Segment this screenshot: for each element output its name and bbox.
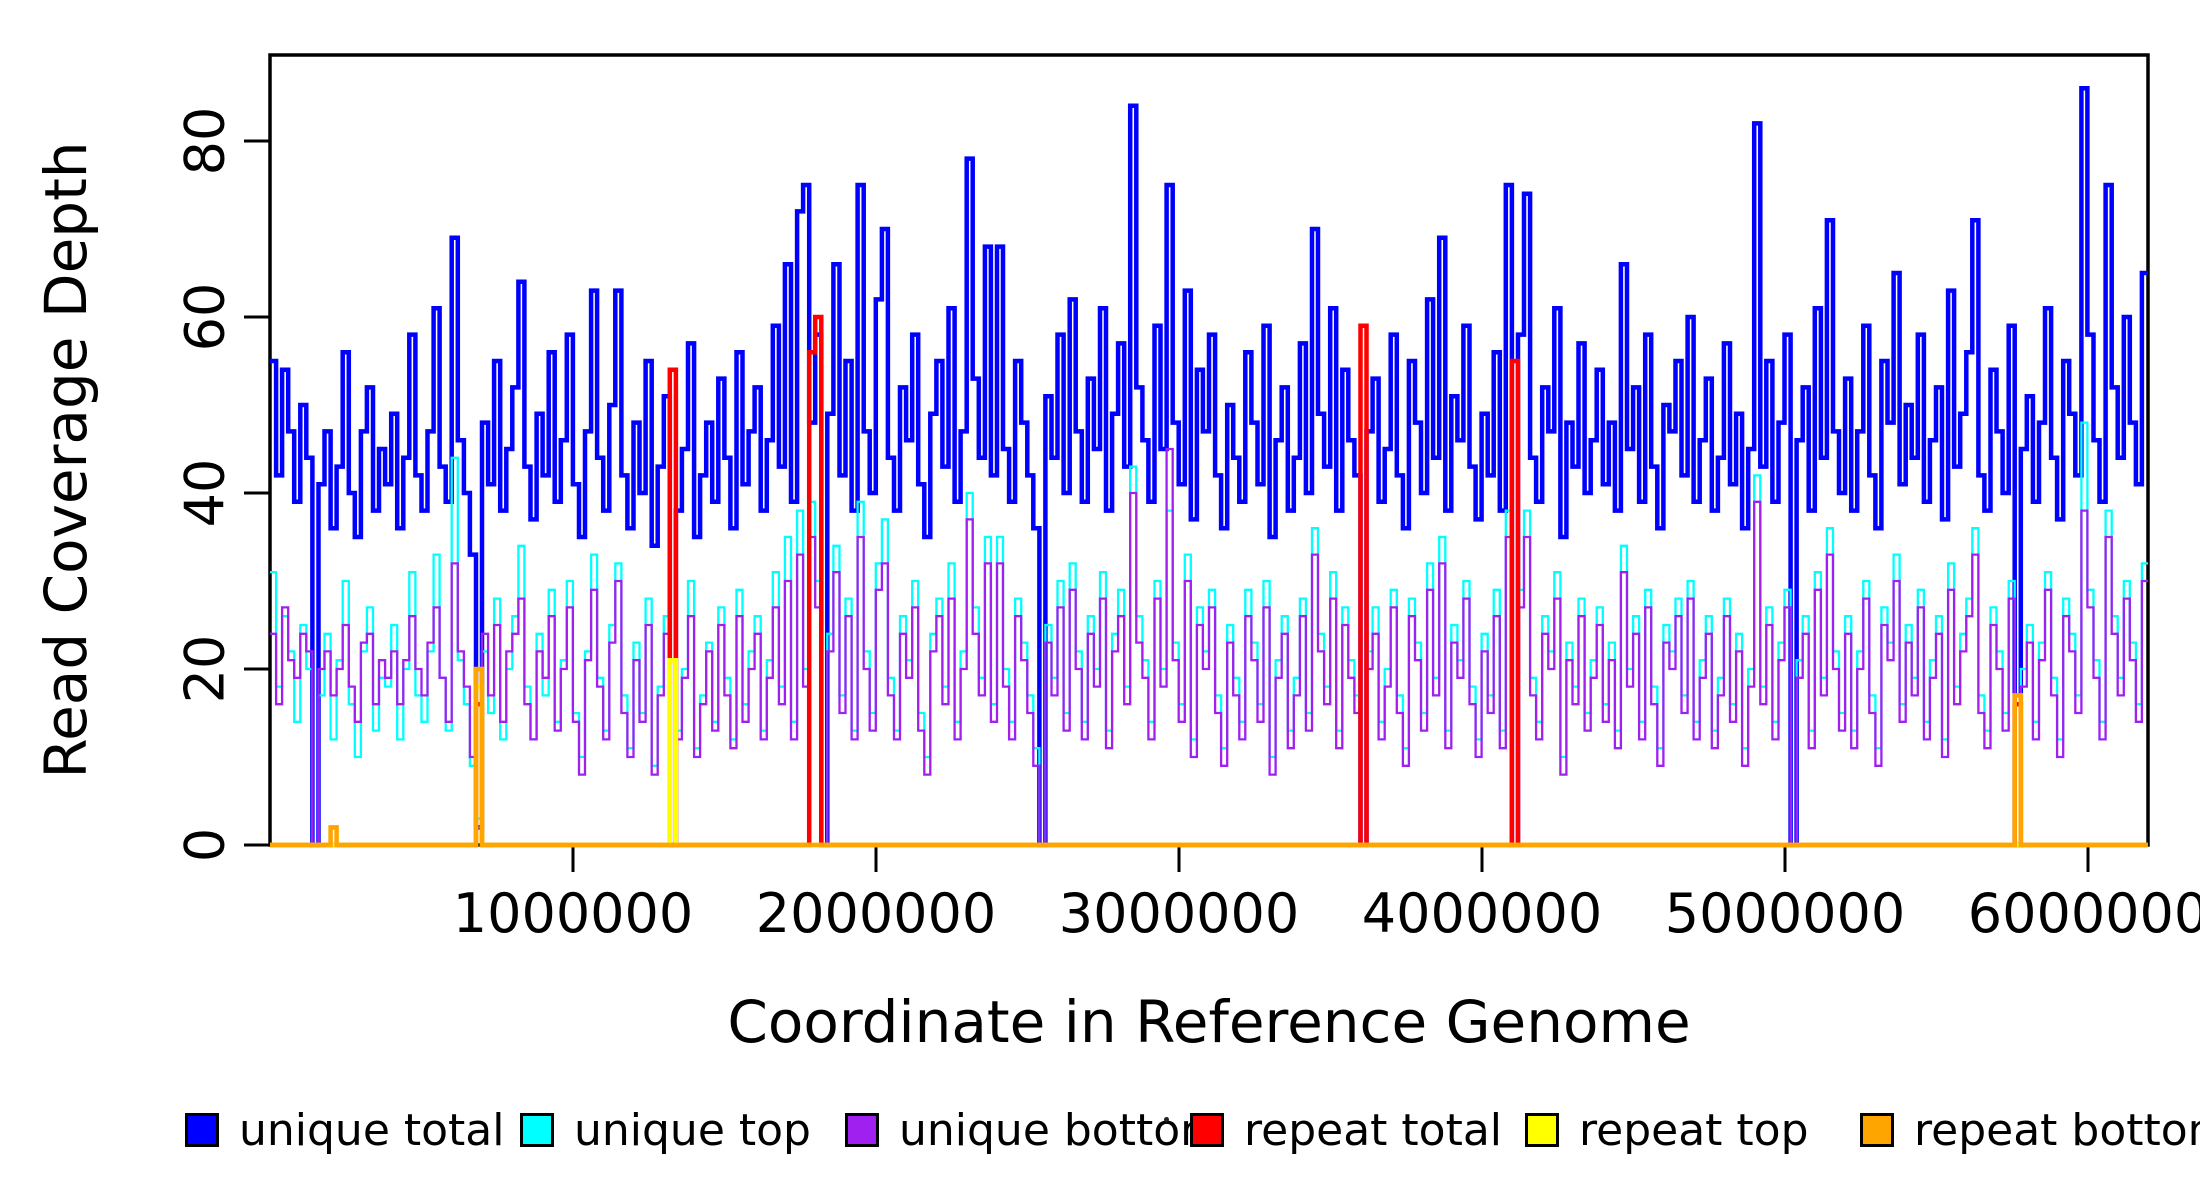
y-tick-label-60: 60 bbox=[173, 282, 237, 352]
series-unique-bottom bbox=[270, 447, 2148, 847]
repeat-total-swatch bbox=[1190, 1113, 1224, 1147]
repeat-bottom-swatch bbox=[1860, 1113, 1894, 1147]
series-repeat-top bbox=[270, 657, 2148, 848]
legend-label-unique-total: unique total bbox=[239, 1104, 505, 1156]
legend-item-unique-total: unique total bbox=[185, 1100, 504, 1160]
x-axis-title: Coordinate in Reference Genome bbox=[727, 988, 1691, 1056]
y-tick-label-80: 80 bbox=[173, 106, 237, 176]
x-tick-label-6000000: 6000000 bbox=[1967, 882, 2200, 945]
series-unique-total bbox=[270, 85, 2148, 848]
legend-label-unique-bottom: unique bottom bbox=[899, 1104, 1224, 1156]
legend-item-repeat-bottom: repeat bottom bbox=[1860, 1100, 2200, 1160]
legend-label-repeat-total: repeat total bbox=[1244, 1104, 1503, 1156]
x-tick-label-3000000: 3000000 bbox=[1058, 882, 1300, 945]
legend-item-unique-bottom: unique bottom bbox=[845, 1100, 1223, 1160]
series-repeat-bottom bbox=[270, 666, 2148, 848]
stray-dot-artifact bbox=[1164, 1117, 1169, 1122]
x-tick-label-2000000: 2000000 bbox=[755, 882, 997, 945]
legend-item-unique-top: unique top bbox=[520, 1100, 811, 1160]
legend-item-repeat-top: repeat top bbox=[1525, 1100, 1809, 1160]
legend-label-unique-top: unique top bbox=[574, 1104, 811, 1156]
legend-item-repeat-total: repeat total bbox=[1190, 1100, 1502, 1160]
y-tick-label-0: 0 bbox=[173, 827, 237, 863]
unique-bottom-swatch bbox=[845, 1113, 879, 1147]
series-layer bbox=[270, 85, 2148, 848]
y-tick-label-20: 20 bbox=[173, 634, 237, 704]
plot-frame bbox=[268, 53, 2150, 847]
repeat-top-swatch bbox=[1525, 1113, 1559, 1147]
legend-label-repeat-bottom: repeat bottom bbox=[1914, 1104, 2200, 1156]
unique-top-swatch bbox=[520, 1113, 554, 1147]
legend: unique total unique top unique bottom re… bbox=[0, 1100, 2200, 1170]
unique-total-swatch bbox=[185, 1113, 219, 1147]
y-tick-label-40: 40 bbox=[173, 458, 237, 528]
x-tick-label-5000000: 5000000 bbox=[1664, 882, 1906, 945]
x-tick-label-4000000: 4000000 bbox=[1361, 882, 1603, 945]
x-tick-label-1000000: 1000000 bbox=[452, 882, 694, 945]
y-axis-title: Read Coverage Depth bbox=[32, 141, 100, 779]
legend-label-repeat-top: repeat top bbox=[1579, 1104, 1809, 1156]
